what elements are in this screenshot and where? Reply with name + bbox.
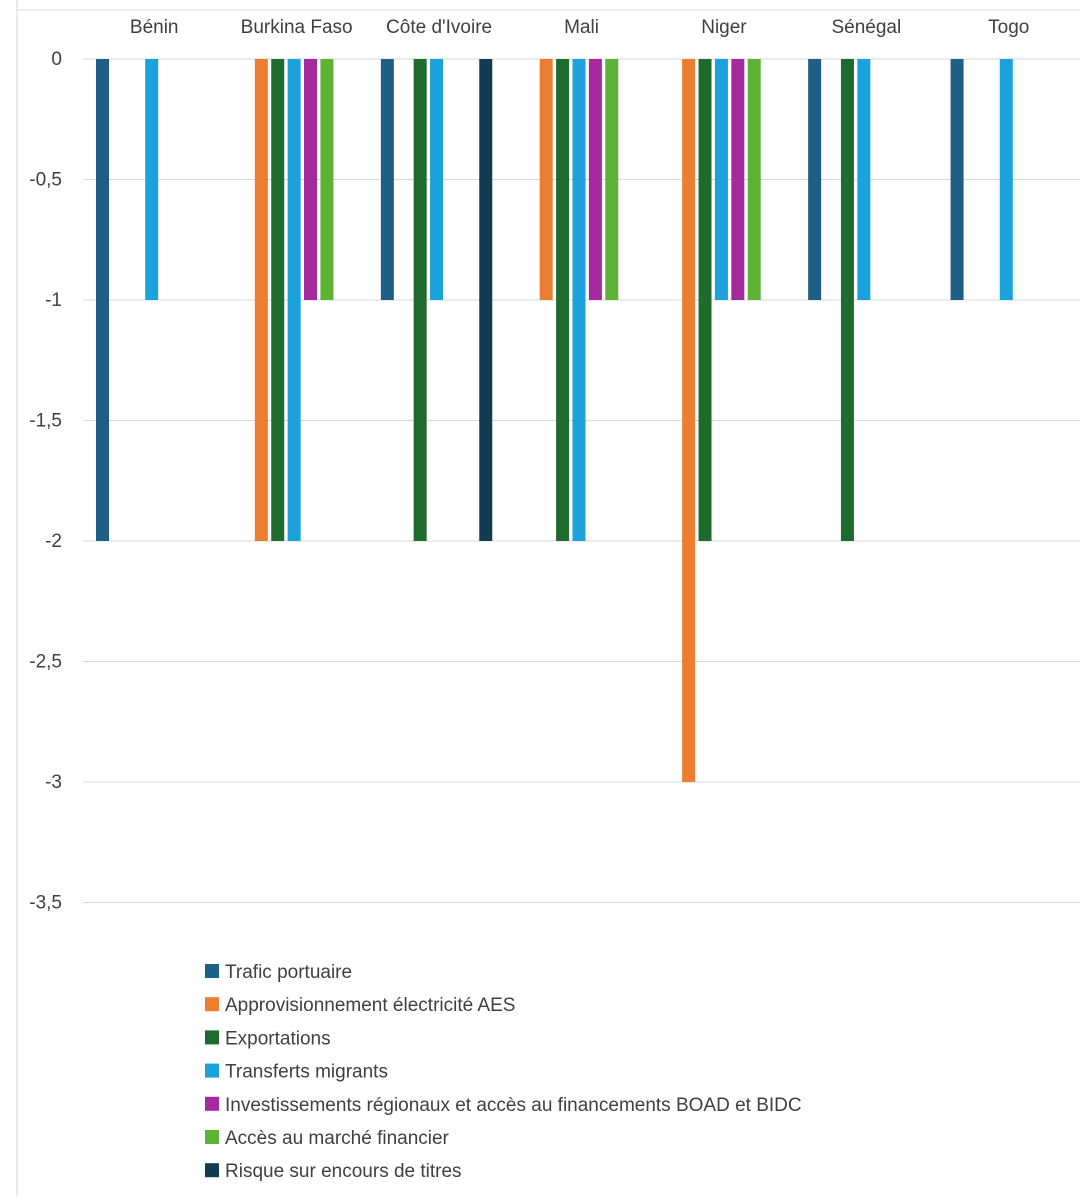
bar (413, 59, 427, 541)
category-label: Burkina Faso (241, 17, 353, 38)
y-tick-label: -3 (45, 772, 62, 793)
y-tick-label: -2 (45, 531, 62, 552)
category-label: Niger (701, 17, 747, 38)
bar (950, 59, 964, 300)
category-label: Mali (564, 17, 599, 38)
bar (840, 59, 854, 541)
legend-label: Approvisionnement électricité AES (225, 995, 515, 1016)
bar (539, 59, 553, 300)
bars (96, 59, 1013, 782)
legend-label: Accès au marché financier (225, 1128, 450, 1149)
bar (271, 59, 285, 541)
bar (682, 59, 696, 782)
category-label: Bénin (130, 17, 179, 38)
y-axis-tick-labels: 0 -0,5 -1 -1,5 -2 -2,5 -3 -3,5 (29, 49, 62, 914)
bar (479, 59, 493, 541)
category-labels: Bénin Burkina Faso Côte d'Ivoire Mali Niger S… (130, 17, 1029, 38)
legend-label: Transferts migrants (225, 1062, 388, 1083)
bar (380, 59, 394, 300)
bar (145, 59, 159, 300)
bar (320, 59, 334, 300)
bar (254, 59, 268, 541)
y-tick-label: -2,5 (29, 652, 62, 673)
bar (588, 59, 602, 300)
legend-swatch (205, 1130, 219, 1144)
category-label: Sénégal (831, 17, 901, 38)
y-tick-label: -3,5 (29, 893, 62, 914)
legend-swatch (205, 1063, 219, 1078)
bar (304, 59, 318, 300)
legend-label: Investissements régionaux et accès au fi… (225, 1095, 802, 1116)
legend-swatch (205, 1096, 219, 1111)
bar (96, 59, 109, 541)
legend-label: Exportations (225, 1028, 331, 1049)
category-label: Togo (988, 17, 1029, 38)
bar (572, 59, 586, 541)
bar (999, 59, 1013, 300)
y-tick-label: -0,5 (29, 170, 62, 191)
bar (747, 59, 761, 300)
y-tick-label: 0 (51, 49, 62, 70)
bar (556, 59, 570, 541)
y-tick-label: -1 (45, 290, 62, 311)
legend-label: Trafic portuaire (225, 962, 352, 983)
bar (714, 59, 728, 300)
bar (857, 59, 871, 300)
category-label: Côte d'Ivoire (386, 17, 492, 38)
y-tick-label: -1,5 (29, 411, 62, 432)
legend-swatch (205, 997, 219, 1012)
bar (430, 59, 444, 300)
legend-swatch (205, 1163, 219, 1178)
bar (605, 59, 619, 300)
bar (731, 59, 745, 300)
legend-label: Risque sur encours de titres (225, 1161, 462, 1182)
legend: Trafic portuaire Approvisionnement électr… (205, 962, 802, 1182)
bar (698, 59, 712, 541)
legend-swatch (205, 964, 219, 978)
legend-swatch (205, 1030, 219, 1045)
bar (808, 59, 822, 300)
bar (287, 59, 301, 541)
